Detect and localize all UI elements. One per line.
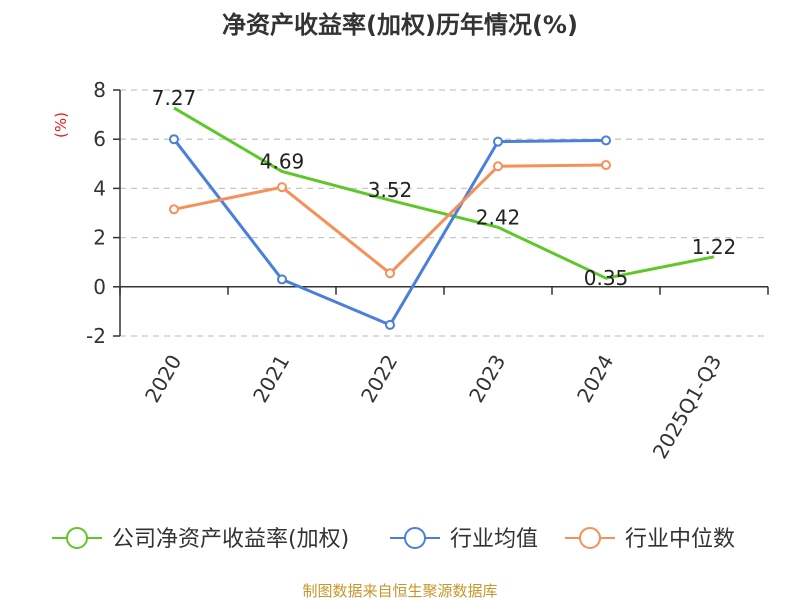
legend-label: 公司净资产收益率(加权) bbox=[112, 527, 349, 552]
y-tick-label: 2 bbox=[93, 226, 106, 250]
data-label: 3.52 bbox=[368, 178, 413, 202]
series-1 bbox=[169, 134, 611, 330]
x-tick-label: 2022 bbox=[356, 351, 402, 407]
data-labels: 7.27 4.69 3.52 2.42 0.35 1.22 bbox=[152, 86, 737, 290]
series-2 bbox=[169, 160, 611, 279]
data-point bbox=[169, 204, 179, 215]
legend: 公司净资产收益率(加权) 行业均值 行业中位数 bbox=[52, 527, 735, 552]
legend-marker bbox=[579, 527, 601, 549]
data-point bbox=[169, 134, 179, 145]
y-axis-unit-label: (%) bbox=[52, 112, 70, 138]
data-point bbox=[493, 161, 503, 172]
x-tick-label: 2024 bbox=[572, 351, 618, 407]
data-label: 2.42 bbox=[476, 205, 521, 229]
legend-item-1: 行业均值 bbox=[390, 527, 538, 552]
data-point bbox=[277, 274, 287, 285]
y-tick-label: 0 bbox=[93, 275, 106, 299]
data-point bbox=[385, 319, 395, 330]
data-point bbox=[601, 135, 611, 146]
source-note: 制图数据来自恒生聚源数据库 bbox=[302, 582, 497, 600]
axes: 8 6 4 2 0 -2 2020 2021 2022 2023 2024 2025Q1-Q3 bbox=[86, 78, 769, 463]
y-tick-label: -2 bbox=[86, 324, 106, 348]
legend-label: 行业中位数 bbox=[625, 527, 735, 552]
legend-marker bbox=[66, 527, 88, 549]
x-tick-label: 2025Q1-Q3 bbox=[648, 351, 727, 463]
legend-item-2: 行业中位数 bbox=[565, 527, 735, 552]
legend-marker bbox=[404, 527, 426, 549]
data-label: 1.22 bbox=[692, 235, 737, 259]
y-tick-label: 6 bbox=[93, 127, 106, 151]
data-point bbox=[277, 182, 287, 193]
y-tick-label: 4 bbox=[93, 176, 106, 200]
data-label: 4.69 bbox=[260, 149, 305, 173]
data-point bbox=[601, 160, 611, 171]
series-line bbox=[173, 106, 715, 280]
legend-label: 行业均值 bbox=[450, 527, 538, 552]
x-tick-label: 2020 bbox=[140, 351, 186, 407]
data-label: 0.35 bbox=[584, 266, 629, 290]
series-0 bbox=[173, 106, 715, 280]
data-point bbox=[385, 268, 395, 279]
x-tick-label: 2021 bbox=[248, 351, 294, 407]
grid-lines bbox=[120, 89, 768, 337]
legend-item-0: 公司净资产收益率(加权) bbox=[52, 527, 349, 552]
chart-title: 净资产收益率(加权)历年情况(%) bbox=[222, 11, 578, 39]
data-point bbox=[493, 136, 503, 147]
series-lines bbox=[169, 106, 715, 330]
x-tick-label: 2023 bbox=[464, 351, 510, 407]
y-tick-label: 8 bbox=[93, 78, 106, 102]
data-label: 7.27 bbox=[152, 86, 197, 110]
